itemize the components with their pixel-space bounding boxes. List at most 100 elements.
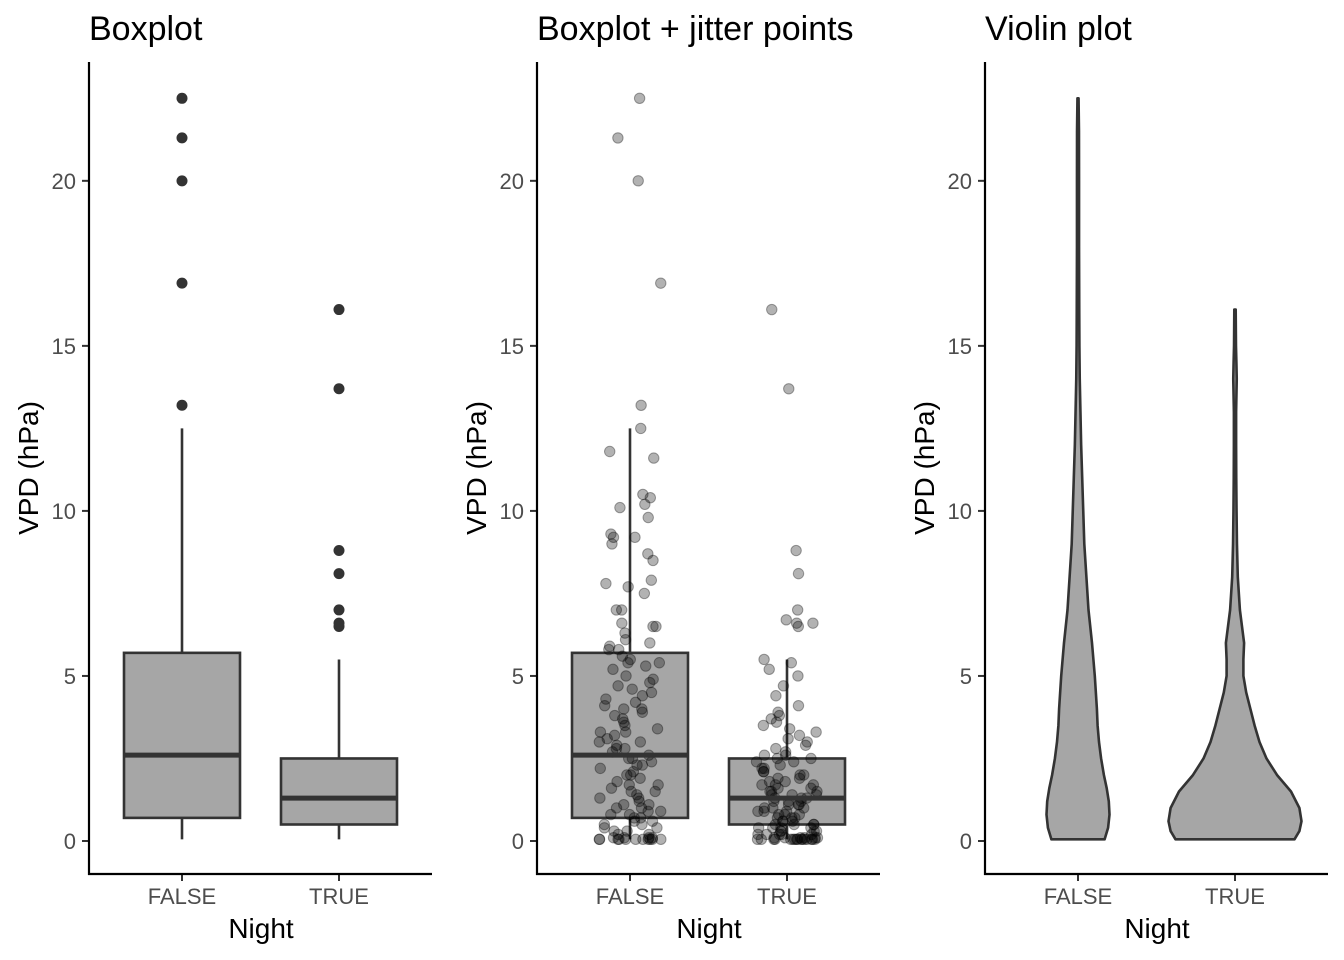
jitter-point bbox=[631, 759, 643, 771]
jitter-point bbox=[625, 785, 637, 798]
jitter-point bbox=[655, 833, 667, 846]
jitter-point bbox=[780, 614, 792, 626]
jitter-point bbox=[611, 739, 623, 751]
jitter-point bbox=[772, 808, 785, 821]
y-tick-label: 20 bbox=[52, 169, 76, 194]
jitter-point bbox=[757, 765, 770, 778]
panel-title: Violin plot bbox=[985, 10, 1132, 48]
jitter-point bbox=[769, 833, 781, 846]
jitter-point bbox=[655, 805, 667, 817]
jitter-point bbox=[770, 716, 783, 728]
panel-marks bbox=[122, 92, 399, 840]
y-tick-label: 5 bbox=[64, 664, 76, 689]
jitter-point bbox=[635, 812, 647, 824]
panel-title: Boxplot bbox=[89, 10, 203, 48]
jitter-point bbox=[643, 798, 655, 811]
jitter-point bbox=[649, 785, 661, 798]
jitter-point bbox=[758, 805, 770, 817]
jitter-point bbox=[782, 732, 794, 745]
jitter-point bbox=[629, 531, 641, 544]
jitter-point bbox=[777, 680, 790, 692]
jitter-point bbox=[628, 812, 640, 824]
jitter-point bbox=[805, 752, 817, 765]
jitter-point bbox=[619, 726, 632, 738]
jitter-point bbox=[777, 815, 789, 827]
box-iqr bbox=[570, 651, 690, 820]
jitter-point bbox=[780, 805, 793, 817]
jitter-point bbox=[616, 650, 629, 662]
jitter-point bbox=[628, 815, 641, 827]
jitter-point bbox=[805, 822, 817, 834]
jitter-point bbox=[770, 690, 782, 702]
jitter-point bbox=[788, 756, 800, 768]
jitter-point bbox=[646, 833, 659, 846]
jitter-point bbox=[770, 742, 782, 755]
jitter-point bbox=[632, 792, 645, 804]
jitter-point bbox=[751, 833, 764, 846]
y-tick-label: 15 bbox=[52, 334, 76, 359]
jitter-point bbox=[766, 303, 778, 316]
y-tick-label: 15 bbox=[948, 334, 972, 359]
jitter-point bbox=[794, 769, 806, 781]
jitter-point bbox=[612, 132, 624, 144]
jitter-point bbox=[618, 798, 630, 811]
jitter-point bbox=[642, 511, 654, 524]
jitter-point bbox=[608, 825, 620, 837]
jitter-point bbox=[776, 828, 788, 841]
jitter-point bbox=[618, 716, 630, 728]
panel-title: Boxplot + jitter points bbox=[537, 10, 854, 48]
jitter-point bbox=[644, 833, 656, 846]
y-axis-title: VPD (hPa) bbox=[909, 401, 940, 535]
jitter-point bbox=[772, 772, 784, 784]
jitter-true bbox=[750, 303, 824, 846]
jitter-point bbox=[758, 653, 770, 666]
jitter-point bbox=[599, 699, 611, 712]
jitter-point bbox=[612, 833, 624, 846]
jitter-point bbox=[624, 653, 636, 666]
jitter-point bbox=[805, 833, 818, 846]
jitter-point bbox=[618, 703, 630, 715]
jitter-point bbox=[655, 277, 667, 289]
jitter-point bbox=[807, 617, 819, 629]
jitter-point bbox=[773, 709, 786, 722]
jitter-point bbox=[604, 640, 616, 652]
jitter-point bbox=[792, 567, 805, 580]
jitter-point bbox=[810, 726, 822, 738]
jitter-point bbox=[612, 680, 624, 692]
x-tick-label: TRUE bbox=[757, 884, 817, 909]
jitter-point bbox=[607, 663, 619, 676]
jitter-point bbox=[652, 779, 664, 791]
x-tick-label: TRUE bbox=[1205, 884, 1265, 909]
jitter-point bbox=[626, 683, 638, 695]
y-axis-title: VPD (hPa) bbox=[461, 401, 492, 535]
jitter-point bbox=[644, 637, 656, 649]
jitter-point bbox=[593, 833, 606, 846]
jitter-point bbox=[651, 723, 664, 735]
panel-boxplot: Boxplot 0 5 10 15 20 FALSE TRUE Night VPD (hP… bbox=[13, 10, 432, 944]
jitter-point bbox=[771, 812, 784, 824]
jitter-point bbox=[773, 828, 786, 841]
jitter-point bbox=[619, 742, 631, 755]
outlier-point bbox=[176, 277, 188, 289]
jitter-point bbox=[593, 736, 606, 748]
jitter-point bbox=[636, 706, 649, 718]
jitter-point bbox=[801, 833, 813, 846]
x-axis-title: Night bbox=[676, 913, 742, 944]
jitter-point bbox=[598, 822, 611, 834]
jitter-point bbox=[633, 795, 645, 808]
jitter-point bbox=[769, 818, 782, 831]
jitter-point bbox=[791, 604, 804, 616]
jitter-point bbox=[758, 762, 770, 775]
jitter-point bbox=[794, 831, 807, 844]
x-ticks: FALSE TRUE bbox=[148, 874, 369, 909]
y-tick-label: 20 bbox=[500, 169, 524, 194]
jitter-point bbox=[798, 833, 811, 846]
jitter-point bbox=[619, 833, 632, 846]
jitter-point bbox=[791, 833, 804, 846]
jitter-point bbox=[792, 620, 804, 633]
jitter-point bbox=[594, 726, 607, 738]
box-iqr bbox=[727, 757, 847, 826]
jitter-point bbox=[621, 825, 633, 837]
outlier-point bbox=[333, 304, 345, 316]
